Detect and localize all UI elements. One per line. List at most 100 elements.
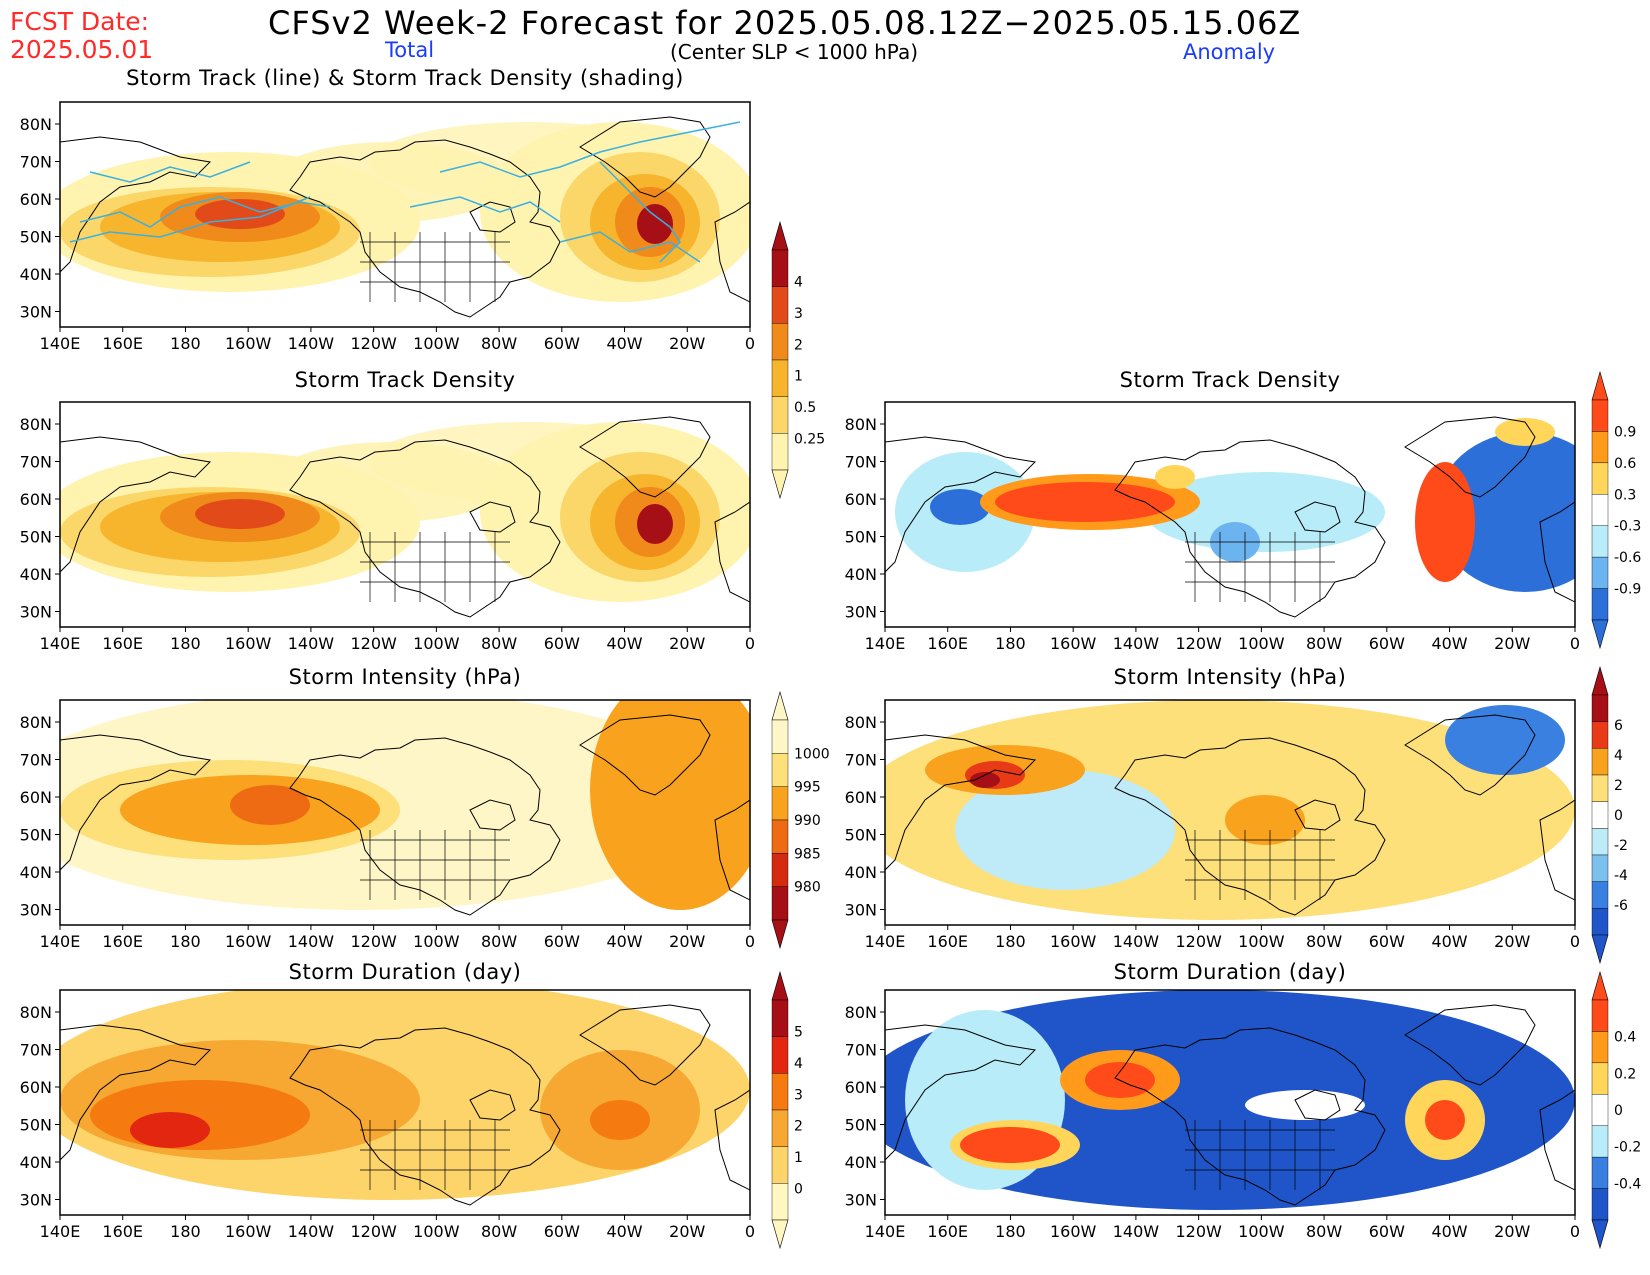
lon-tick-label: 140E [40, 334, 81, 353]
colorbar-swatch [1591, 801, 1609, 829]
colorbar-intensity-anom: 6 4 2 0 -2 -4 -6 [1591, 665, 1628, 965]
lon-tick-label: 80W [1306, 1222, 1342, 1241]
lon-tick-label: 60W [544, 932, 580, 951]
panel-frame [884, 989, 1576, 1216]
lon-tick-label: 80W [1306, 932, 1342, 951]
colorbar-swatch [1591, 881, 1609, 909]
lat-tick-label: 40N [845, 863, 877, 882]
lon-tick-label: 140W [288, 932, 335, 951]
storm-track-line [599, 161, 681, 263]
colorbar-swatch [1591, 1156, 1609, 1189]
shading-region [1495, 418, 1555, 446]
colorbar-label: 4 [794, 1056, 803, 1072]
coastline [289, 439, 561, 618]
colorbar-swatch [1591, 494, 1609, 526]
coastline [1294, 1089, 1341, 1121]
lon-tick-label: 120W [350, 634, 397, 653]
lon-tick-label: 120W [1175, 932, 1222, 951]
colorbar-swatch [1591, 588, 1609, 621]
colorbar-swatch [771, 853, 789, 887]
panel-frame [59, 989, 751, 1216]
coastline [579, 1004, 711, 1086]
lon-tick-label: 140W [288, 334, 335, 353]
storm-track-line [69, 196, 311, 243]
colorbar-label: 4 [1614, 748, 1623, 764]
colorbar-arrow-up [1591, 970, 1609, 1001]
shading-region [1445, 705, 1565, 775]
colorbar-swatch [1591, 748, 1609, 776]
lon-tick-label: 180 [170, 932, 201, 951]
colorbar-label: 3 [794, 306, 803, 322]
storm-track-line [559, 231, 701, 263]
coastline [1114, 439, 1386, 618]
lat-tick-label: 80N [845, 1003, 877, 1022]
colorbar-swatch [771, 886, 789, 921]
colorbar-label: 4 [794, 274, 803, 290]
lon-tick-label: 160E [927, 634, 968, 653]
shading-region [590, 1100, 650, 1140]
colorbar-label: 0.3 [1614, 487, 1636, 503]
lat-tick-label: 60N [20, 788, 52, 807]
map-field [60, 700, 750, 925]
colorbar-swatch [1591, 556, 1609, 589]
lon-tick-label: 180 [995, 932, 1026, 951]
lon-tick-label: 100W [1238, 932, 1285, 951]
map-panel-duration_anom: 140E 160E 180 160W 140W 120W 100W 80W 60W 40W 20W 0… [845, 989, 1580, 1241]
colorbar-swatch [771, 1073, 789, 1111]
lat-tick-label: 40N [845, 565, 877, 584]
lat-tick-label: 60N [845, 1078, 877, 1097]
shading-region [1245, 1090, 1365, 1120]
lon-tick-label: 100W [1238, 634, 1285, 653]
lat-tick-label: 30N [20, 303, 52, 322]
shading-region [960, 1127, 1060, 1163]
lon-tick-label: 180 [170, 1222, 201, 1241]
coastline [579, 714, 711, 796]
lon-tick-label: 180 [995, 1222, 1026, 1241]
lat-tick-label: 70N [20, 751, 52, 770]
lon-tick-label: 80W [481, 334, 517, 353]
colorbar-swatch [1591, 694, 1609, 722]
coastline [60, 136, 212, 273]
lon-tick-label: 80W [481, 634, 517, 653]
shading-region [637, 204, 673, 244]
colorbar-label: 0 [794, 1182, 803, 1198]
lon-tick-label: 100W [1238, 1222, 1285, 1241]
colorbar-label: 3 [794, 1087, 803, 1103]
lon-tick-label: 40W [1431, 634, 1467, 653]
lat-tick-label: 70N [20, 453, 52, 472]
colorbar-label: -6 [1614, 898, 1628, 914]
lon-tick-label: 0 [1570, 634, 1580, 653]
shading-region [637, 504, 673, 544]
lon-tick-label: 120W [350, 1222, 397, 1241]
colorbar-density-total: 4 3 2 1 0.5 0.25 [771, 220, 825, 500]
lat-tick-label: 60N [20, 490, 52, 509]
lon-tick-label: 160W [1050, 932, 1097, 951]
colorbar-swatch [1591, 399, 1609, 432]
lon-tick-label: 160W [225, 932, 272, 951]
lat-tick-label: 50N [20, 228, 52, 247]
colorbar-label: 990 [794, 813, 821, 829]
colorbar-label: 995 [794, 780, 821, 796]
coastline [289, 1027, 561, 1206]
lat-tick-label: 40N [20, 265, 52, 284]
lat-tick-label: 40N [20, 863, 52, 882]
colorbar-label: -2 [1614, 838, 1628, 854]
shading-region [995, 482, 1175, 522]
colorbar-arrow-down [771, 1219, 789, 1250]
lon-tick-label: 100W [413, 932, 460, 951]
subtitle: (Center SLP < 1000 hPa) [670, 40, 918, 64]
lat-tick-label: 50N [20, 826, 52, 845]
colorbar-label: 0.2 [1614, 1066, 1636, 1082]
coastline [714, 799, 750, 901]
colorbar-swatch [1591, 908, 1609, 936]
lat-tick-label: 60N [20, 1078, 52, 1097]
colorbar-label: 985 [794, 846, 821, 862]
map-field [60, 102, 750, 327]
lon-tick-label: 20W [669, 1222, 705, 1241]
lon-tick-label: 20W [1494, 932, 1530, 951]
coastline [60, 734, 212, 871]
colorbar-label: 0.4 [1614, 1030, 1636, 1046]
shading-region [590, 700, 750, 910]
lon-tick-label: 100W [413, 1222, 460, 1241]
lon-tick-label: 160E [927, 1222, 968, 1241]
